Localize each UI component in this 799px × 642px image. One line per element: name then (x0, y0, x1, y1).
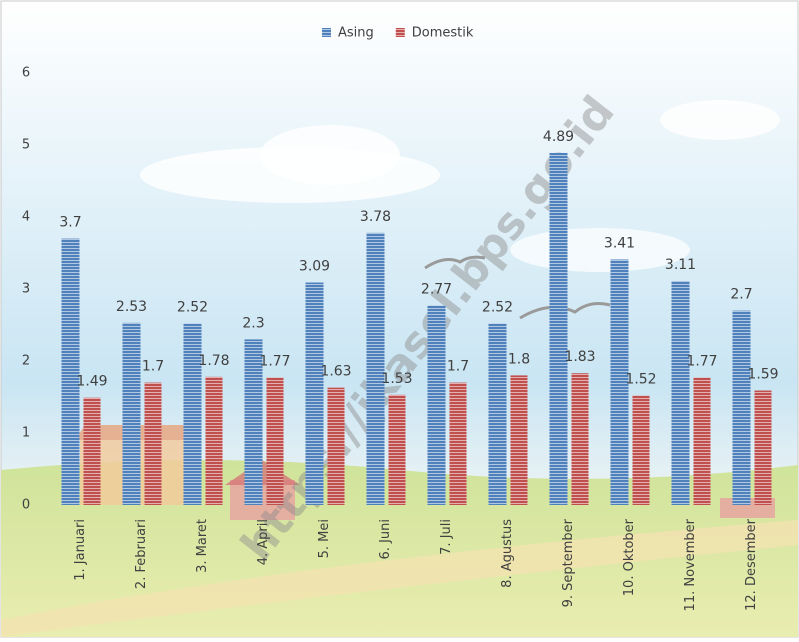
value-label: 2.53 (116, 299, 147, 315)
y-tick-label: 0 (22, 498, 30, 513)
value-label: 3.41 (604, 235, 635, 251)
bar (427, 305, 446, 505)
x-tick-label: 2. Februari (134, 519, 149, 589)
value-label: 1.49 (76, 374, 107, 390)
bar (449, 382, 467, 505)
bar (388, 394, 406, 505)
bar (632, 395, 650, 505)
bar (549, 152, 568, 506)
value-label: 1.53 (381, 371, 412, 387)
value-label: 1.59 (747, 367, 778, 383)
value-label: 1.8 (508, 351, 530, 367)
value-label: 1.77 (259, 354, 290, 370)
legend: Asing Domestik (322, 26, 474, 41)
value-label: 2.52 (482, 300, 513, 316)
x-tick-label: 11. November (683, 518, 698, 611)
value-label: 3.11 (665, 257, 696, 273)
bar (244, 339, 263, 505)
bar (610, 259, 629, 505)
bar (510, 375, 528, 505)
value-label: 2.77 (421, 282, 452, 298)
bar (205, 376, 223, 505)
y-tick-label: 4 (22, 210, 30, 225)
bar (366, 232, 385, 505)
bar (266, 377, 284, 505)
value-label: 1.83 (564, 349, 595, 365)
x-tick-label: 12. Desember (744, 518, 759, 610)
bar (122, 322, 141, 505)
y-tick-label: 6 (22, 66, 30, 81)
bar (144, 382, 162, 505)
bar (693, 377, 711, 505)
y-tick-label: 3 (22, 282, 30, 297)
bar (732, 310, 751, 505)
x-tick-label: 5. Mei (317, 519, 332, 558)
x-tick-label: 10. Oktober (622, 518, 637, 596)
x-tick-label: 7. Juli (439, 519, 454, 555)
value-label: 1.78 (198, 353, 229, 369)
bar (571, 373, 589, 505)
bar (83, 397, 101, 505)
bar (305, 282, 324, 505)
legend-swatch (395, 28, 405, 37)
value-label: 3.78 (360, 209, 391, 225)
bar (754, 390, 772, 505)
x-tick-label: 4. April (256, 519, 271, 565)
value-label: 1.52 (625, 372, 656, 388)
value-label: 3.09 (299, 259, 330, 275)
value-label: 2.7 (730, 287, 752, 303)
legend-swatch (322, 28, 331, 37)
y-tick-label: 2 (22, 354, 30, 369)
x-tick-label: 9. September (561, 518, 576, 607)
x-tick-label: 3. Maret (195, 519, 210, 573)
value-label: 1.7 (447, 359, 469, 375)
x-tick-label: 1. Januari (73, 519, 88, 581)
y-tick-label: 5 (22, 138, 30, 153)
value-label: 4.89 (543, 129, 574, 145)
y-tick-label: 1 (22, 426, 30, 441)
legend-label: Asing (338, 26, 374, 41)
value-label: 1.63 (320, 364, 351, 380)
value-label: 2.3 (242, 315, 264, 331)
bar (671, 281, 690, 505)
value-label: 3.7 (59, 215, 81, 231)
bar (327, 387, 345, 505)
value-label: 2.52 (177, 300, 208, 316)
bar (488, 323, 507, 505)
legend-label: Domestik (412, 26, 474, 41)
value-label: 1.77 (686, 354, 717, 370)
bar (183, 323, 202, 505)
value-label: 1.7 (142, 359, 164, 375)
x-tick-label: 6. Juni (378, 519, 393, 559)
bar (61, 238, 80, 505)
x-tick-label: 8. Agustus (500, 519, 515, 588)
